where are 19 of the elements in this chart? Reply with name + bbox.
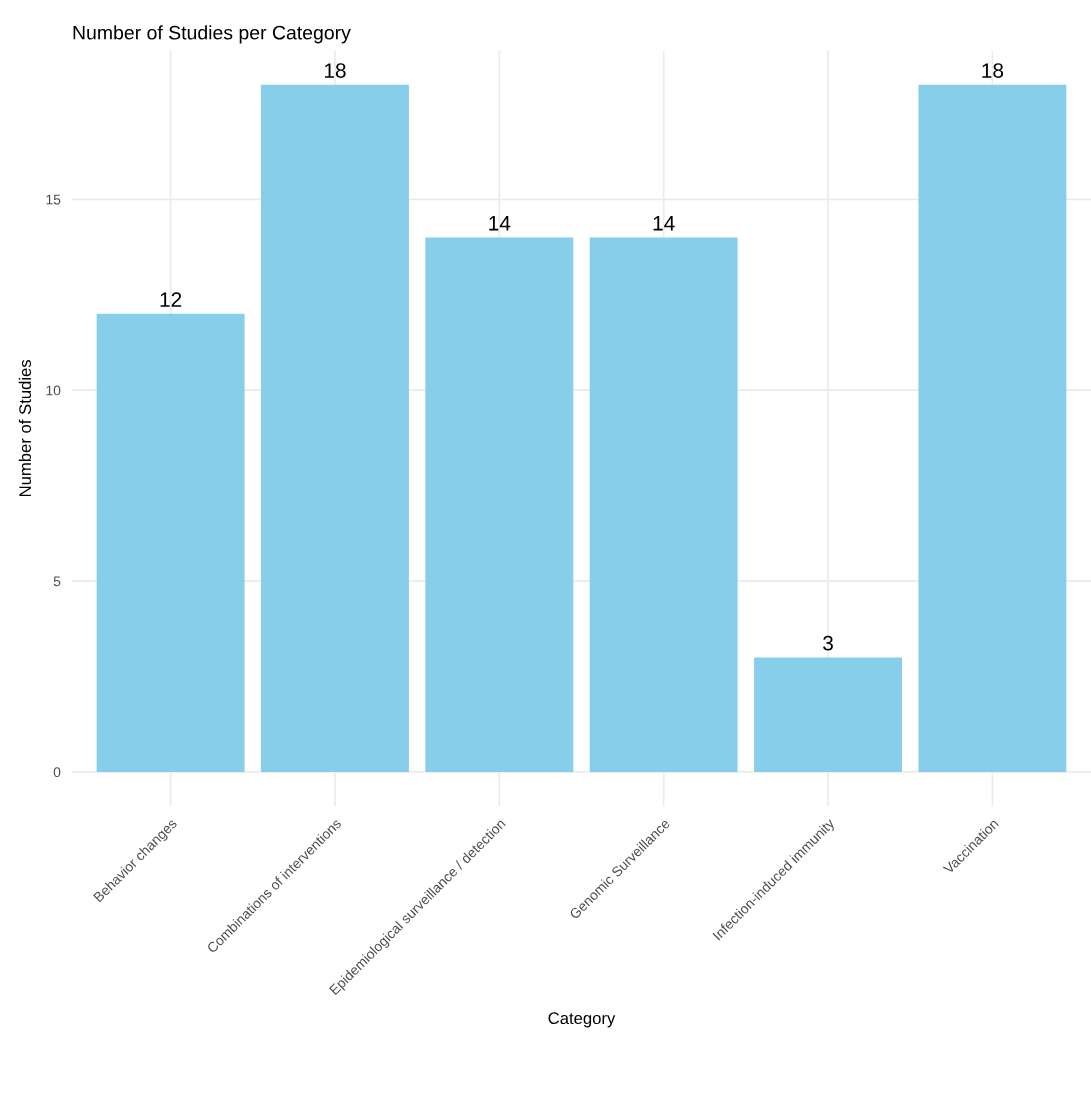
- data-label: 18: [982, 63, 1004, 78]
- bar: [918, 84, 1067, 772]
- bar: [754, 657, 902, 772]
- y-tick-label: 10: [46, 385, 61, 396]
- chart-title: Number of Studies per Category: [73, 25, 351, 44]
- y-tick-label: 0: [53, 767, 61, 778]
- data-label: 12: [160, 292, 182, 307]
- data-label: 14: [489, 216, 511, 231]
- y-tick-label: 5: [53, 576, 61, 587]
- data-label: 14: [653, 216, 675, 231]
- x-axis-title: Category: [548, 1012, 616, 1028]
- bar: [96, 313, 245, 772]
- y-tick-label: 15: [46, 194, 61, 205]
- data-label: 3: [823, 635, 833, 651]
- y-axis-title: Number of Studies: [18, 359, 32, 497]
- bar: [589, 237, 738, 772]
- bar: [425, 237, 574, 772]
- data-label: 18: [324, 63, 346, 78]
- bar: [261, 84, 409, 772]
